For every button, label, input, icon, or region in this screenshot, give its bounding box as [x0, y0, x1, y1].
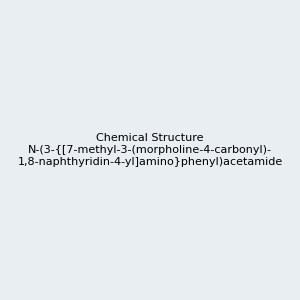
Text: Chemical Structure
N-(3-{[7-methyl-3-(morpholine-4-carbonyl)-
1,8-naphthyridin-4: Chemical Structure N-(3-{[7-methyl-3-(mo…: [17, 134, 283, 166]
